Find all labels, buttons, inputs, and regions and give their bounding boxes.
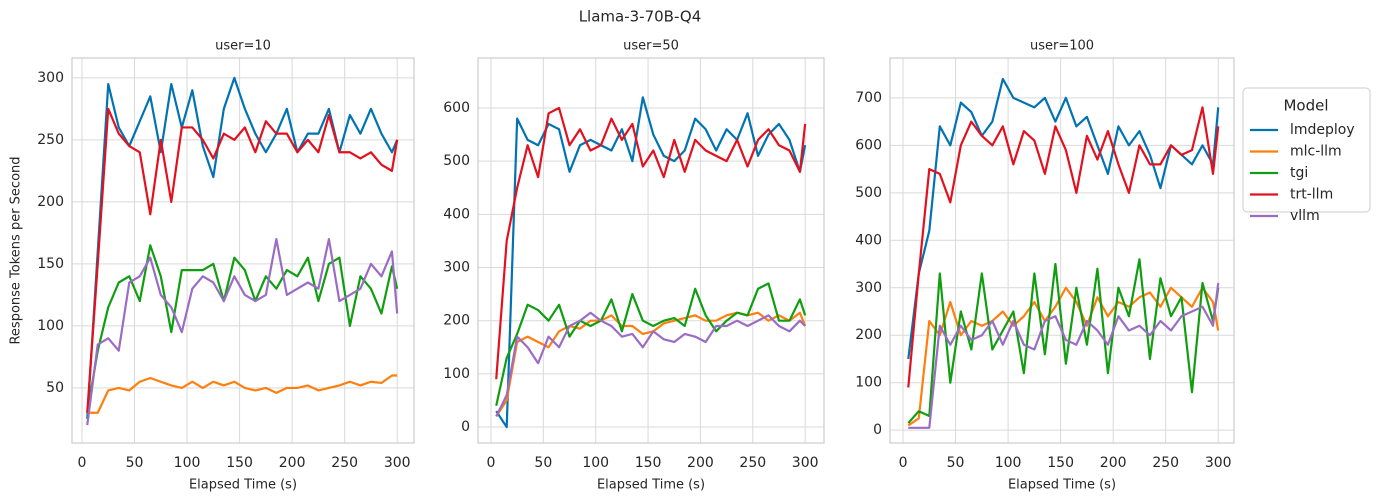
x-tick-label: 150 — [635, 455, 662, 471]
y-tick-label: 600 — [855, 137, 882, 153]
x-tick-label: 250 — [331, 455, 358, 471]
x-axis-label: Elapsed Time (s) — [597, 478, 705, 493]
x-axis-label: Elapsed Time (s) — [189, 478, 297, 493]
series-line — [495, 106, 807, 380]
x-tick-label: 100 — [582, 455, 609, 471]
y-tick-label: 100 — [443, 366, 470, 382]
legend-box — [1242, 87, 1371, 213]
x-tick-label: 0 — [487, 455, 496, 471]
y-tick-label: 600 — [443, 100, 470, 116]
y-tick-label: 300 — [37, 70, 64, 86]
series-line — [86, 107, 399, 413]
x-tick-label: 50 — [126, 455, 144, 471]
series-line — [908, 282, 1220, 429]
series-line — [86, 76, 399, 420]
x-tick-label: 200 — [1100, 455, 1127, 471]
figure-title: Llama-3-70B-Q4 — [579, 8, 702, 26]
legend-label: vllm — [1290, 208, 1320, 224]
legend-label: trt-llm — [1290, 187, 1333, 203]
y-tick-label: 500 — [855, 185, 882, 201]
plot-frame — [71, 57, 415, 444]
x-tick-label: 300 — [792, 455, 819, 471]
x-tick-label: 0 — [899, 455, 908, 471]
x-tick-label: 250 — [1152, 455, 1179, 471]
y-tick-label: 50 — [46, 380, 64, 396]
y-tick-label: 300 — [443, 260, 470, 276]
y-tick-label: 700 — [855, 90, 882, 106]
series-line — [86, 244, 399, 413]
series-line — [907, 286, 1220, 427]
y-tick-label: 400 — [855, 232, 882, 248]
y-tick-label: 0 — [461, 419, 470, 435]
series-line — [87, 374, 398, 414]
x-tick-label: 100 — [995, 455, 1022, 471]
x-tick-label: 50 — [534, 455, 552, 471]
legend-label: mlc-llm — [1290, 144, 1342, 160]
x-tick-label: 50 — [947, 455, 965, 471]
y-tick-label: 100 — [37, 318, 64, 334]
subplot-title: user=50 — [623, 39, 679, 54]
plot-frame — [889, 57, 1235, 444]
y-tick-label: 500 — [443, 153, 470, 169]
y-tick-label: 250 — [37, 132, 64, 148]
series-line — [495, 96, 807, 429]
series-line — [86, 237, 399, 426]
x-tick-label: 200 — [687, 455, 714, 471]
series-line — [907, 106, 1220, 388]
x-tick-label: 250 — [739, 455, 766, 471]
y-tick-label: 100 — [855, 375, 882, 391]
x-tick-label: 200 — [279, 455, 306, 471]
y-tick-label: 200 — [37, 194, 64, 210]
x-tick-label: 150 — [1047, 455, 1074, 471]
x-tick-label: 300 — [384, 455, 411, 471]
y-tick-label: 200 — [443, 313, 470, 329]
series-line — [495, 282, 807, 407]
y-axis-label: Response Tokens per Second — [9, 156, 24, 344]
legend-label: lmdeploy — [1290, 122, 1355, 138]
x-tick-label: 100 — [174, 455, 201, 471]
legend-label: tgi — [1290, 165, 1308, 181]
y-tick-label: 200 — [855, 327, 882, 343]
series-line — [907, 258, 1220, 424]
subplot-title: user=100 — [1030, 39, 1094, 54]
x-tick-label: 0 — [78, 455, 87, 471]
y-tick-label: 400 — [443, 206, 470, 222]
plot-frame — [477, 57, 825, 444]
x-tick-label: 150 — [226, 455, 253, 471]
legend-title: Model — [1283, 97, 1328, 115]
y-tick-label: 150 — [37, 256, 64, 272]
y-tick-label: 0 — [873, 422, 882, 438]
series-line — [495, 311, 806, 417]
subplot-title: user=10 — [215, 39, 271, 54]
y-tick-label: 300 — [855, 280, 882, 296]
x-axis-label: Elapsed Time (s) — [1008, 478, 1116, 493]
x-tick-label: 300 — [1205, 455, 1232, 471]
